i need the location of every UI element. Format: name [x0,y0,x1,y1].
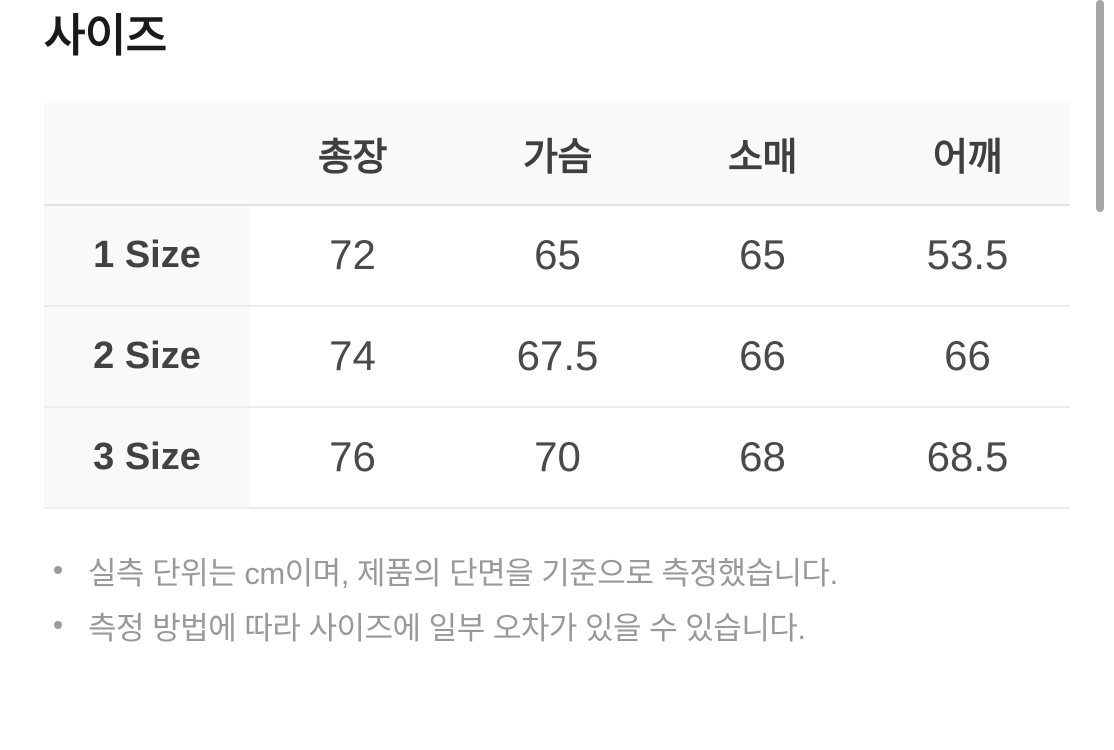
column-header-sleeve: 소매 [728,136,797,179]
column-header-chest: 가슴 [523,136,592,179]
table-cell: 66 [660,305,865,407]
row-label: 3 Size [44,406,250,508]
note-text: 측정 방법에 따라 사이즈에 일부 오차가 있을 수 있습니다. [88,610,806,646]
column-header-shoulder: 어깨 [933,136,1002,179]
table-cell: 72 [250,204,455,306]
table-row: 1 Size 72 65 65 53.5 [44,204,1070,306]
table-cell: 68 [660,406,865,508]
table-header-row: 총장 가슴 소매 어깨 [44,102,1070,205]
table-cell: 53.5 [865,204,1070,306]
table-cell: 74 [250,305,455,407]
size-table: 총장 가슴 소매 어깨 1 Size 72 65 65 53.5 2 Size … [44,102,1070,509]
bullet-icon [54,621,62,630]
table-cell: 70 [455,406,660,508]
table-cell: 76 [250,406,455,508]
column-header-total-length: 총장 [318,136,387,179]
table-row: 3 Size 76 70 68 68.5 [44,406,1070,508]
section-title: 사이즈 [44,10,167,61]
table-cell: 68.5 [865,406,1070,508]
table-cell: 67.5 [455,305,660,407]
row-label: 2 Size [44,305,250,407]
note-text: 실측 단위는 cm이며, 제품의 단면을 기준으로 측정했습니다. [88,555,838,591]
table-cell: 65 [660,204,865,306]
scrollbar-thumb[interactable] [1096,0,1104,212]
table-cell: 66 [865,305,1070,407]
corner-cell [44,103,250,205]
table-cell: 65 [455,204,660,306]
note-item: 실측 단위는 cm이며, 제품의 단면을 기준으로 측정했습니다. [44,543,1070,598]
note-item: 측정 방법에 따라 사이즈에 일부 오차가 있을 수 있습니다. [44,598,1070,653]
bullet-icon [54,566,62,575]
notes-list: 실측 단위는 cm이며, 제품의 단면을 기준으로 측정했습니다. 측정 방법에… [44,543,1070,653]
table-row: 2 Size 74 67.5 66 66 [44,305,1070,407]
row-label: 1 Size [44,204,250,306]
size-info-section: 사이즈 총장 가슴 소매 어깨 1 Size 72 65 65 53 [44,10,1070,653]
